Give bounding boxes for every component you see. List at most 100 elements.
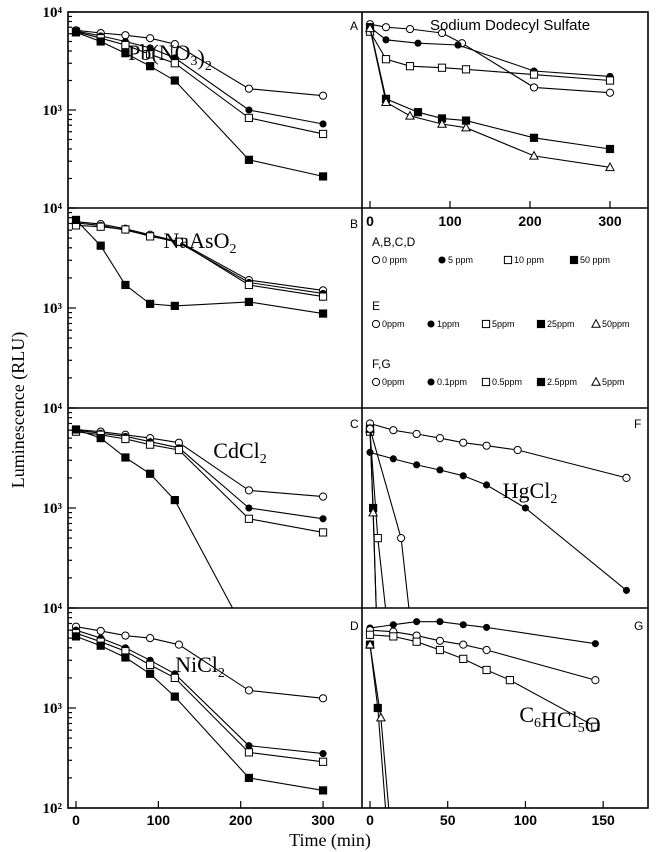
data-point-open-square (373, 534, 382, 543)
data-point-open-circle (174, 640, 184, 649)
legend-group: A,B,C,D 0 ppm 5 ppm 10 ppm 50 ppm (371, 235, 610, 265)
series-group (71, 622, 328, 795)
data-point-filled-circle (622, 586, 631, 594)
legend-label: 0ppm (382, 377, 405, 387)
data-point-filled-circle (483, 623, 491, 631)
y-axis-label: Luminescence (RLU) (8, 332, 29, 488)
series-line-filled-square (75, 428, 233, 608)
data-point-open-square (405, 62, 415, 71)
series-line-open-triangle (369, 28, 611, 168)
data-point-open-circle (318, 694, 328, 703)
x-tick-label: 300 (598, 213, 622, 229)
panel-letter: D (350, 619, 359, 633)
data-point-open-square (437, 63, 447, 72)
series-group (365, 20, 615, 172)
data-point-filled-square (71, 632, 81, 641)
panel-letter: B (350, 217, 358, 231)
data-point-filled-square (96, 641, 105, 650)
legend-label: 0.5ppm (492, 377, 522, 387)
series-group (365, 618, 600, 808)
legend-label: 50 ppm (580, 255, 610, 265)
x-tick-label: 0 (366, 812, 374, 828)
data-point-open-circle (435, 636, 445, 645)
data-point-open-triangle (605, 161, 615, 172)
legend-label: 5ppm (492, 319, 515, 329)
legend-marker-open-circle (371, 319, 381, 329)
data-point-filled-circle (413, 618, 421, 626)
y-tick-label: 10⁴ (43, 601, 63, 617)
y-tick-label: 10² (43, 801, 63, 817)
x-tick-label: 0 (366, 213, 374, 229)
data-point-filled-square (146, 469, 155, 478)
x-tick-label: 200 (518, 213, 542, 229)
series-group (71, 215, 328, 318)
panel-g-pentachlorophenol: 0 50 100 150 C6HCl5O G (365, 618, 643, 828)
data-point-open-triangle (529, 150, 539, 160)
legend-group-header: E (372, 299, 380, 313)
panel-letter: G (634, 619, 643, 633)
data-point-open-circle (244, 686, 254, 695)
data-point-open-square (244, 113, 254, 123)
data-point-open-triangle (461, 122, 471, 132)
legend-marker-open-circle (371, 255, 381, 265)
data-point-filled-circle (319, 750, 327, 758)
y-ticks: 10⁴ 10³ (43, 401, 76, 609)
data-point-open-square (318, 129, 328, 139)
legend-marker-open-circle (371, 377, 381, 387)
x-tick-label: 100 (514, 812, 538, 828)
data-point-open-circle (146, 634, 155, 643)
data-point-filled-square (170, 495, 179, 505)
legend-marker-filled-square (536, 377, 546, 387)
data-point-open-circle (437, 28, 447, 38)
data-point-open-circle (591, 676, 600, 685)
data-point-filled-circle (436, 618, 444, 626)
panel-title: Sodium Dodecyl Sulfate (430, 17, 590, 34)
data-point-open-square (244, 280, 254, 290)
data-point-filled-square (121, 653, 130, 662)
data-point-open-square (244, 748, 254, 757)
data-point-filled-square (71, 425, 81, 434)
data-point-filled-square (605, 144, 615, 154)
panel-letter: A (350, 19, 358, 33)
data-point-filled-square (170, 76, 179, 85)
panel-a-lead-nitrate: 10⁴ 10³ Pb(NO3)2 A (43, 5, 358, 209)
data-point-open-circle (96, 626, 105, 636)
data-point-open-circle (170, 40, 179, 49)
series-line-filled-square (369, 644, 387, 808)
data-point-open-circle (459, 438, 468, 447)
series-line-filled-circle (369, 621, 596, 645)
legend-label: 2.5ppm (547, 377, 577, 387)
data-point-open-circle (622, 473, 631, 482)
data-point-filled-square (71, 28, 81, 37)
panel-title: C6HCl5O (519, 702, 600, 737)
data-point-open-square (381, 55, 391, 64)
data-point-open-square (121, 225, 130, 234)
legend-label: 1ppm (437, 319, 460, 329)
data-point-open-triangle (368, 507, 379, 517)
data-point-open-circle (244, 486, 254, 495)
data-point-open-square (170, 59, 179, 68)
data-point-open-circle (513, 445, 522, 455)
data-point-filled-square (529, 133, 539, 142)
series-line-open-square (369, 431, 387, 608)
x-tick-label: 100 (147, 812, 171, 828)
data-point-open-square (146, 232, 155, 241)
y-tick-label: 10⁴ (43, 201, 63, 217)
data-point-open-circle (482, 441, 491, 450)
data-point-filled-square (146, 669, 155, 678)
data-point-filled-square (96, 434, 105, 443)
x-ticks: 0 100 200 300 (72, 801, 335, 828)
x-tick-label: 150 (591, 812, 615, 828)
data-point-open-triangle (405, 110, 415, 120)
data-point-filled-circle (389, 621, 397, 629)
legend-marker-open-square (503, 255, 513, 265)
data-point-filled-circle (521, 504, 529, 512)
legend-label: 10 ppm (514, 255, 544, 265)
series-line-open-square (75, 431, 324, 533)
legend-marker-open-triangle (591, 318, 601, 328)
y-tick-label: 10³ (43, 301, 63, 317)
data-point-filled-square (146, 299, 155, 308)
data-point-open-square (174, 445, 184, 455)
data-point-open-square (318, 292, 328, 301)
